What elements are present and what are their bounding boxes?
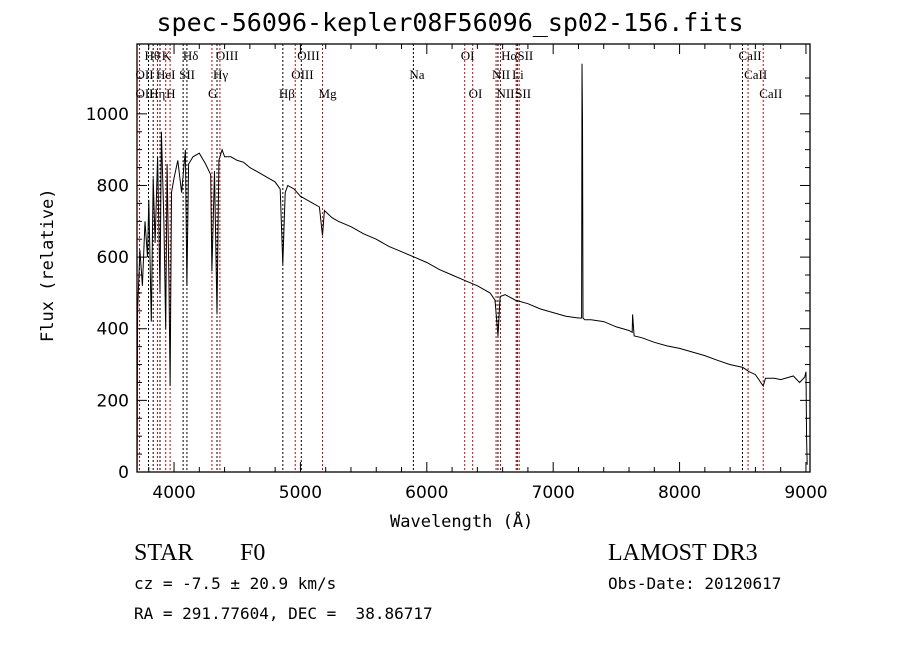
- spectral-line-label: Hδ: [183, 48, 199, 63]
- spectral-line-label: SII: [515, 86, 531, 101]
- survey-name: LAMOST DR3: [608, 540, 758, 566]
- y-tick-label: 200: [97, 391, 129, 411]
- spectral-line-label: OIII: [216, 48, 238, 63]
- x-tick-label: 7000: [532, 483, 575, 503]
- spectral-line-label: OI: [469, 86, 483, 101]
- spectral-line-label: Hθ: [145, 48, 161, 63]
- spectral-line-label: Hγ: [213, 67, 228, 82]
- spectral-line-label: HeI: [156, 67, 176, 82]
- spectral-line-label: G: [208, 86, 217, 101]
- object-class: STAR: [134, 540, 194, 566]
- spectral-line-label: Na: [409, 67, 424, 82]
- spectral-line-label: Li: [512, 67, 524, 82]
- x-axis-label: Wavelength (Å): [390, 512, 534, 532]
- spectral-line-label: CaII: [759, 86, 782, 101]
- spectral-line-label: Mg: [319, 86, 338, 101]
- x-tick-label: 5000: [279, 483, 322, 503]
- y-tick-label: 1000: [86, 105, 129, 125]
- coordinates: RA = 291.77604, DEC = 38.86717: [134, 604, 433, 623]
- y-tick-label: 600: [97, 248, 129, 268]
- y-tick-label: 400: [97, 320, 129, 340]
- x-tick-label: 8000: [658, 483, 701, 503]
- spectral-line-label: Hβ: [279, 86, 295, 101]
- plot-frame: [136, 43, 811, 473]
- x-tick-label: 4000: [152, 483, 195, 503]
- spectrum-line: [136, 63, 808, 473]
- spectral-line-label: CaII: [739, 48, 762, 63]
- spectral-line-label: Hη: [149, 86, 165, 101]
- y-tick-label: 0: [118, 463, 129, 483]
- obs-date: Obs-Date: 20120617: [608, 574, 782, 593]
- spectral-line-label: H: [166, 86, 175, 101]
- y-tick-label: 800: [97, 176, 129, 196]
- spectral-line-label: SII: [179, 67, 195, 82]
- spectral-line-label: NII: [492, 67, 510, 82]
- spectral-line-label: HαSII: [501, 48, 533, 63]
- y-axis-label: Flux (relative): [38, 188, 58, 342]
- spectral-line-label: OII: [136, 67, 154, 82]
- spectral-line-label: CaII: [744, 67, 767, 82]
- spectral-line-label: OII: [136, 86, 154, 101]
- redshift-cz: cz = -7.5 ± 20.9 km/s: [134, 574, 337, 593]
- spectral-line-label: NII: [496, 86, 514, 101]
- chart-title: spec-56096-kepler08F56096_sp02-156.fits: [156, 8, 744, 37]
- x-tick-label: 9000: [784, 483, 827, 503]
- spectral-line-label: OIII: [297, 48, 319, 63]
- spectral-line-label: OI: [461, 48, 475, 63]
- spectral-line-label: K: [162, 48, 172, 63]
- x-tick-label: 6000: [405, 483, 448, 503]
- spectral-line-label: OIII: [291, 67, 313, 82]
- subclass: F0: [240, 540, 266, 566]
